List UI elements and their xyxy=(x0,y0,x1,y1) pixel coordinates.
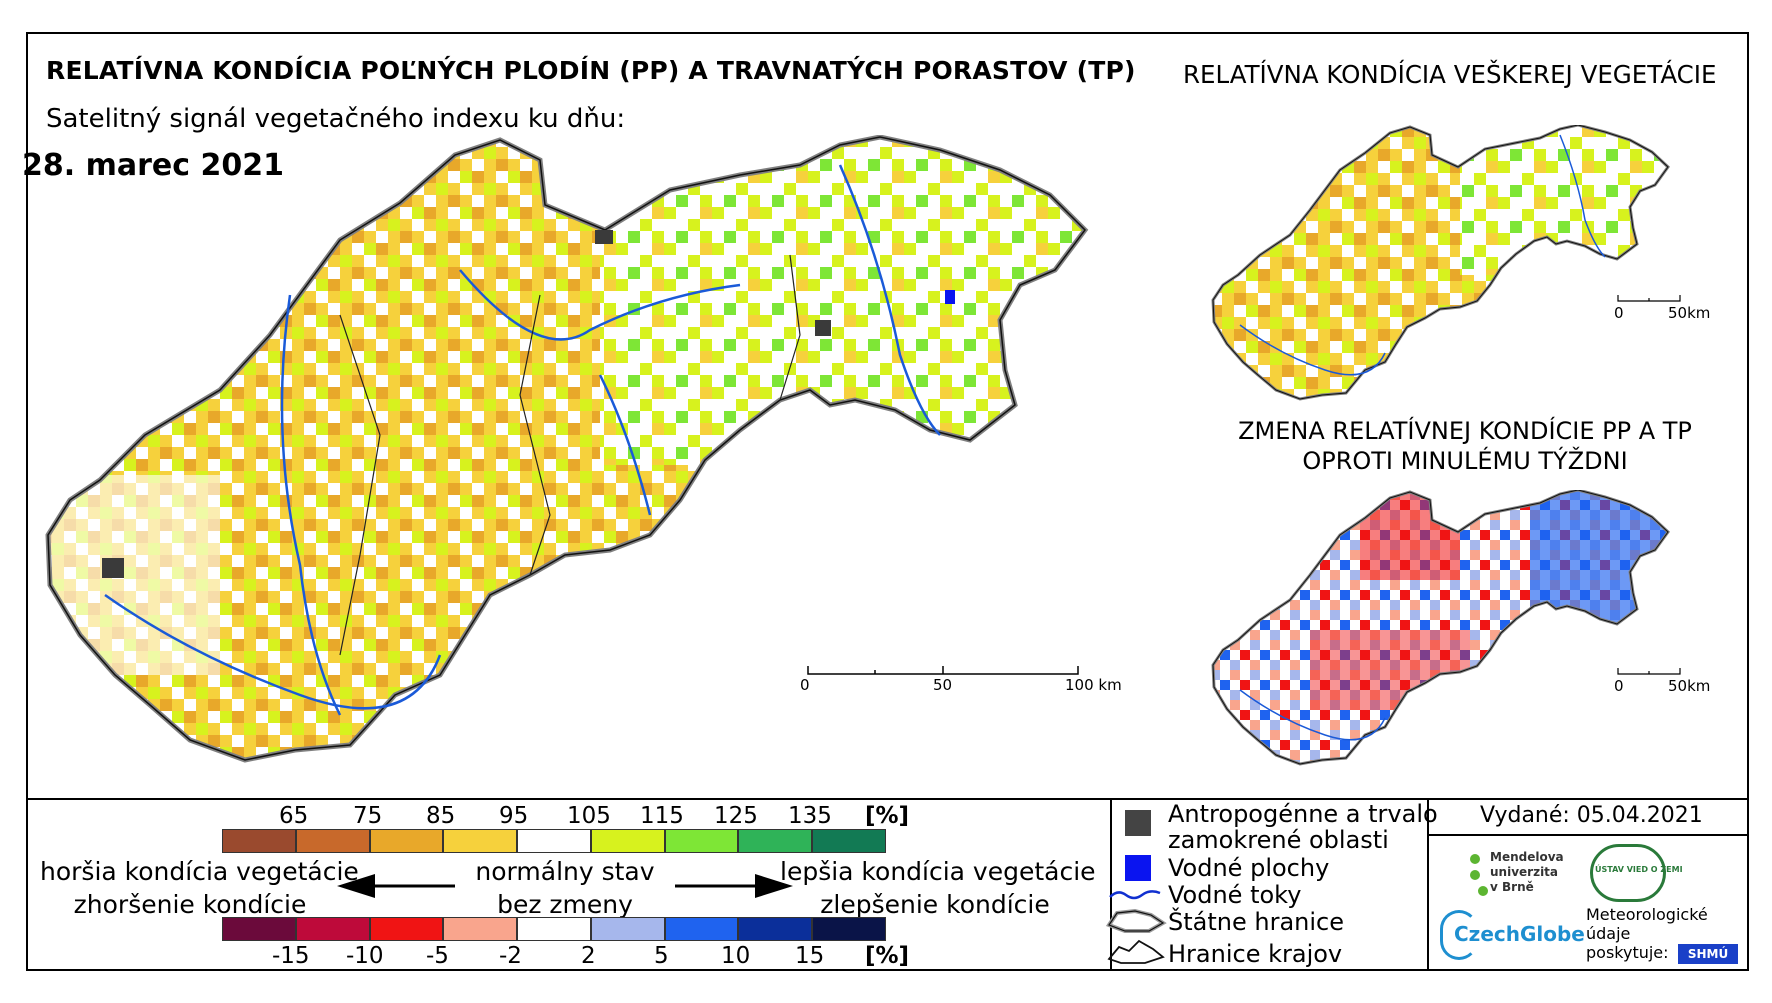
change-colorbar xyxy=(222,917,886,941)
condition-swatch-8 xyxy=(812,829,886,853)
chg-tick-0: -15 xyxy=(272,943,310,969)
chg-tick-5: 5 xyxy=(654,943,669,969)
legend-divider-3 xyxy=(1429,834,1749,836)
inset-bottom-scale xyxy=(1617,668,1681,675)
inset-top-scale xyxy=(1617,295,1681,302)
chg-tick-7: 15 xyxy=(795,943,825,969)
cond-tick-6: 125 xyxy=(714,803,758,829)
better-line1: lepšia kondícia vegetácie xyxy=(780,857,1096,886)
cond-tick-2: 85 xyxy=(426,803,456,829)
change-swatch-1 xyxy=(295,917,370,941)
legend-divider-1 xyxy=(1110,798,1112,971)
inset-bottom-scale-50: 50km xyxy=(1668,677,1711,695)
urban-square-icon xyxy=(1125,810,1151,836)
inset-top-scale-0: 0 xyxy=(1614,304,1624,322)
cond-unit: [%] xyxy=(865,803,910,829)
change-swatch-4 xyxy=(517,917,591,941)
change-swatch-6 xyxy=(664,917,739,941)
main-date: 28. marec 2021 xyxy=(22,148,284,183)
legend-region-border: Hranice krajov xyxy=(1168,940,1343,968)
change-swatch-7 xyxy=(738,917,813,941)
cond-tick-4: 105 xyxy=(567,803,611,829)
chg-tick-3: -2 xyxy=(499,943,522,969)
condition-swatch-0 xyxy=(222,829,296,853)
inset-top-title: RELATÍVNA KONDÍCIA VEŠKEREJ VEGETÁCIE xyxy=(1183,60,1717,89)
legend-urban-line2: zamokrené oblasti xyxy=(1168,826,1389,854)
legend-rivers: Vodné toky xyxy=(1168,881,1302,909)
legend-panel xyxy=(26,798,1749,971)
cond-tick-7: 135 xyxy=(788,803,832,829)
meteo-text: Meteorologické údaje poskytuje: xyxy=(1586,905,1708,962)
river-line-icon xyxy=(1109,890,1161,900)
condition-swatch-3 xyxy=(443,829,518,853)
mendel-line3: v Brně xyxy=(1490,880,1534,894)
meteo-line1: Meteorologické xyxy=(1586,905,1708,924)
inset-top-map xyxy=(1211,125,1670,401)
main-scale-bar xyxy=(807,666,1079,675)
inset-bottom-title-line2: OPROTI MINULÉMU TÝŽDNI xyxy=(1302,447,1628,475)
condition-colorbar xyxy=(222,829,886,853)
arrow-left-icon xyxy=(337,874,375,898)
main-scale-0: 0 xyxy=(800,676,810,694)
condition-swatch-7 xyxy=(738,829,813,853)
condition-swatch-4 xyxy=(517,829,591,853)
cond-tick-1: 75 xyxy=(353,803,383,829)
ustav-text: ÚSTAV VIED O ZEMI xyxy=(1595,865,1683,874)
chg-unit: [%] xyxy=(865,943,910,969)
cond-tick-0: 65 xyxy=(279,803,309,829)
inset-bottom-map xyxy=(1211,490,1670,766)
condition-swatch-2 xyxy=(369,829,444,853)
region-border-icon xyxy=(1107,939,1165,964)
condition-swatch-1 xyxy=(295,829,370,853)
legend-state-border: Štátne hranice xyxy=(1168,908,1344,936)
inset-top-scale-50: 50km xyxy=(1668,304,1711,322)
main-scale-100: 100 km xyxy=(1065,676,1122,694)
main-title: RELATÍVNA KONDÍCIA POĽNÝCH PLODÍN (PP) A… xyxy=(46,56,1136,85)
mendel-line2: univerzita xyxy=(1490,865,1559,879)
change-swatch-0 xyxy=(222,917,296,941)
better-line2: zlepšenie kondície xyxy=(820,890,1050,919)
mendel-line1: Mendelova xyxy=(1490,850,1564,864)
shmu-logo: SHMÚ xyxy=(1678,944,1738,964)
meteo-line2: údaje xyxy=(1586,924,1631,943)
legend-divider-2 xyxy=(1427,798,1429,971)
main-scale-50: 50 xyxy=(933,676,953,694)
water-square-icon xyxy=(1125,855,1151,881)
legend-arrows xyxy=(337,874,793,898)
chg-tick-2: -5 xyxy=(426,943,449,969)
worse-line1: horšia kondícia vegetácie xyxy=(40,857,359,886)
change-swatch-2 xyxy=(369,917,444,941)
ustav-logo: ÚSTAV VIED O ZEMI xyxy=(1590,844,1683,902)
condition-swatch-6 xyxy=(664,829,739,853)
chg-tick-6: 10 xyxy=(721,943,751,969)
main-map xyxy=(40,135,1190,780)
chg-tick-4: 2 xyxy=(581,943,596,969)
inset-bottom-scale-0: 0 xyxy=(1614,677,1624,695)
condition-swatch-5 xyxy=(590,829,665,853)
inset-bottom-title-line1: ZMENA RELATÍVNEJ KONDÍCIE PP A TP xyxy=(1238,417,1692,445)
issued-date: Vydané: 05.04.2021 xyxy=(1480,803,1703,828)
arrow-right-icon xyxy=(755,874,793,898)
state-border-icon xyxy=(1105,908,1167,933)
cond-tick-5: 115 xyxy=(640,803,684,829)
cond-tick-3: 95 xyxy=(499,803,529,829)
legend-urban-line1: Antropogénne a trvalo xyxy=(1168,800,1438,828)
legend-water: Vodné plochy xyxy=(1168,854,1330,882)
chg-tick-1: -10 xyxy=(346,943,384,969)
czechglobe-text: CzechGlobe xyxy=(1454,922,1585,946)
change-swatch-5 xyxy=(590,917,665,941)
normal-line2: bez zmeny xyxy=(497,890,633,919)
normal-line1: normálny stav xyxy=(475,857,655,886)
worse-line2: zhoršenie kondície xyxy=(73,890,307,919)
main-subtitle: Satelitný signál vegetačného indexu ku d… xyxy=(46,104,626,134)
change-swatch-8 xyxy=(812,917,886,941)
meteo-line3: poskytuje: xyxy=(1586,943,1669,962)
change-swatch-3 xyxy=(443,917,518,941)
